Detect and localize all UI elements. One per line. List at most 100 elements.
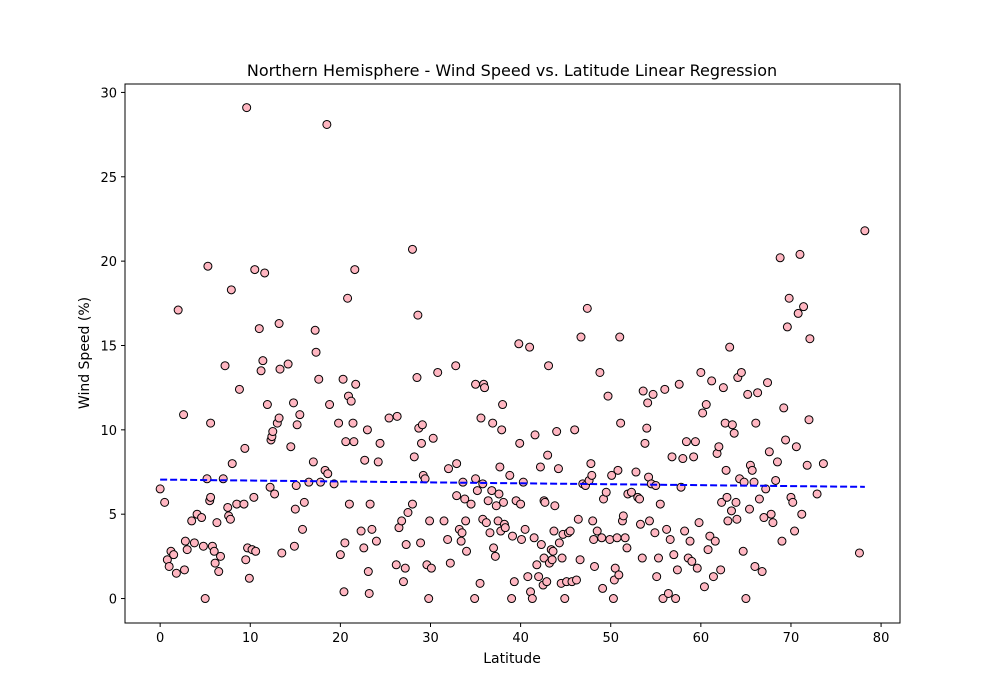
data-point [793, 308, 803, 318]
data-point [182, 545, 192, 555]
data-point [384, 413, 394, 423]
data-point [571, 575, 581, 585]
data-point [443, 534, 453, 544]
chart-title: Northern Hemisphere - Wind Speed vs. Lat… [247, 61, 777, 80]
data-point [206, 492, 216, 502]
data-point [529, 533, 539, 543]
data-point [171, 568, 181, 578]
data-point [701, 400, 711, 410]
y-tick-label: 15 [100, 339, 117, 354]
x-tick-label: 10 [242, 631, 259, 646]
data-point [164, 561, 174, 571]
data-point [548, 546, 558, 556]
data-point [517, 534, 527, 544]
data-point [554, 538, 564, 548]
data-point [605, 534, 615, 544]
data-point [343, 293, 353, 303]
data-point [515, 438, 525, 448]
data-point [349, 437, 359, 447]
data-point [570, 425, 580, 435]
data-point [642, 423, 652, 433]
data-point [525, 342, 535, 352]
data-point [731, 497, 741, 507]
data-point [653, 553, 663, 563]
data-point [472, 486, 482, 496]
data-point [400, 563, 410, 573]
data-point [290, 504, 300, 514]
data-point [738, 546, 748, 556]
data-point [311, 347, 321, 357]
data-point [614, 570, 624, 580]
data-point [488, 418, 498, 428]
data-point [663, 588, 673, 598]
data-point [206, 418, 216, 428]
data-point [540, 497, 550, 507]
data-point [425, 516, 435, 526]
data-point [699, 582, 709, 592]
x-tick-label: 20 [332, 631, 349, 646]
data-point [265, 482, 275, 492]
data-point [160, 497, 170, 507]
data-point [648, 389, 658, 399]
data-point [490, 551, 500, 561]
y-tick-label: 25 [100, 171, 117, 186]
data-point [202, 474, 212, 484]
data-point [283, 359, 293, 369]
data-point [784, 293, 794, 303]
data-point [727, 420, 737, 430]
data-point [640, 438, 650, 448]
data-point [359, 543, 369, 553]
data-point [590, 561, 600, 571]
data-point [726, 506, 736, 516]
data-point [475, 578, 485, 588]
data-point [550, 501, 560, 511]
data-point [240, 443, 250, 453]
data-point [547, 555, 557, 565]
data-point [707, 376, 717, 386]
data-point [416, 538, 426, 548]
data-point [286, 442, 296, 452]
data-point [289, 398, 299, 408]
data-point [575, 555, 585, 565]
data-point [498, 497, 508, 507]
data-point [428, 433, 438, 443]
data-point [426, 563, 436, 573]
data-point [750, 561, 760, 571]
data-point [225, 514, 235, 524]
data-point [371, 536, 381, 546]
data-point [241, 555, 251, 565]
data-point [234, 384, 244, 394]
data-point [242, 103, 252, 113]
data-point [690, 437, 700, 447]
data-point [509, 577, 519, 587]
data-point [254, 324, 264, 334]
data-point [308, 457, 318, 467]
data-point [401, 540, 411, 550]
data-point [542, 577, 552, 587]
data-point [812, 489, 822, 499]
data-point [258, 356, 268, 366]
data-point [603, 391, 613, 401]
data-point [471, 474, 481, 484]
data-point [403, 508, 413, 518]
data-point [523, 572, 533, 582]
data-point [481, 518, 491, 528]
data-point [721, 465, 731, 475]
data-point [179, 410, 189, 420]
data-point [251, 546, 261, 556]
data-point [618, 511, 628, 521]
data-point [680, 526, 690, 536]
data-point [652, 572, 662, 582]
data-point [226, 285, 236, 295]
data-point [375, 438, 385, 448]
data-point [498, 400, 508, 410]
data-point [678, 454, 688, 464]
data-point [197, 513, 207, 523]
data-point [788, 497, 798, 507]
y-tick-label: 30 [100, 86, 117, 101]
data-point [620, 533, 630, 543]
data-point [722, 492, 732, 502]
data-point [494, 489, 504, 499]
data-point [462, 546, 472, 556]
